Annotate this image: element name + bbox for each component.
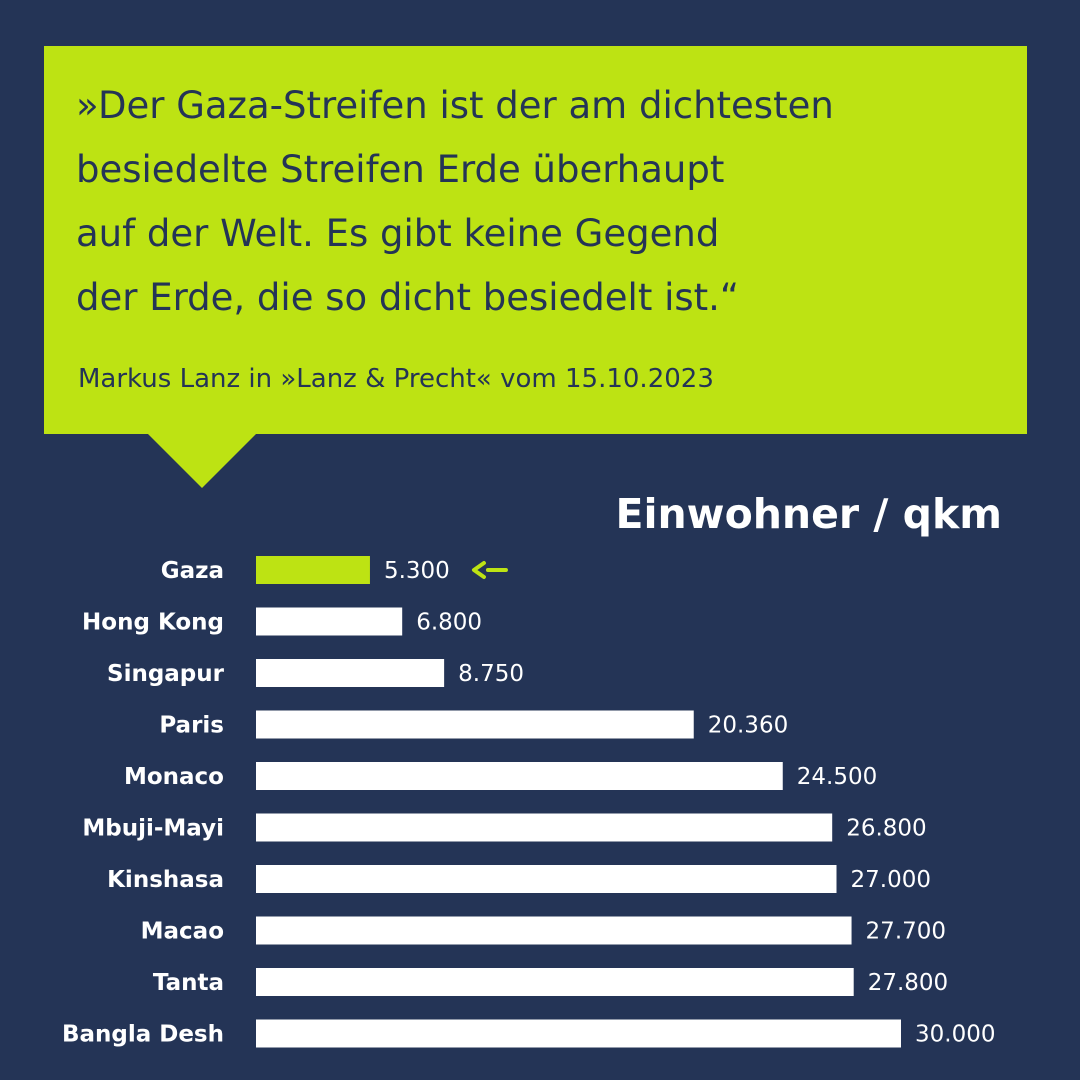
bar-singapur xyxy=(256,659,445,687)
category-label-hong-kong: Hong Kong xyxy=(82,610,224,636)
highlight-arrow-icon xyxy=(471,561,508,579)
value-label-macao: 27.700 xyxy=(866,919,946,945)
category-label-singapur: Singapur xyxy=(107,661,225,687)
quote-source: Markus Lanz in »Lanz & Precht« vom 15.10… xyxy=(78,364,714,394)
bar-tanta xyxy=(256,968,854,996)
bar-hong-kong xyxy=(256,607,403,636)
bar-chart: Gaza 5.300 Hong Kong 6.800 Singapur 8.750 Pari… xyxy=(62,556,995,1048)
value-label-gaza: 5.300 xyxy=(384,558,450,584)
category-label-paris: Paris xyxy=(159,713,224,739)
category-label-macao: Macao xyxy=(141,919,224,945)
value-label-paris: 20.360 xyxy=(708,713,788,739)
bar-mbuji-mayi xyxy=(256,813,833,842)
bar-macao xyxy=(256,916,852,945)
bar-monaco xyxy=(256,762,783,790)
bar-bangla-desh xyxy=(256,1019,901,1048)
quote-box: »Der Gaza-Streifen ist der am dichtesten… xyxy=(44,46,1027,434)
value-label-hong-kong: 6.800 xyxy=(416,610,482,636)
quote-text: »Der Gaza-Streifen ist der am dichtesten… xyxy=(76,84,834,319)
value-label-singapur: 8.750 xyxy=(458,661,524,687)
chart-title: Einwohner / qkm xyxy=(615,490,1002,538)
bar-gaza xyxy=(256,556,370,584)
category-label-kinshasa: Kinshasa xyxy=(107,867,224,893)
bar-kinshasa xyxy=(256,865,837,893)
category-label-gaza: Gaza xyxy=(161,558,224,584)
category-label-tanta: Tanta xyxy=(153,970,224,996)
value-label-bangla-desh: 30.000 xyxy=(915,1022,995,1048)
category-label-bangla-desh: Bangla Desh xyxy=(62,1022,224,1048)
bar-paris xyxy=(256,710,694,739)
category-label-mbuji-mayi: Mbuji-Mayi xyxy=(82,816,224,842)
value-label-mbuji-mayi: 26.800 xyxy=(846,816,926,842)
value-label-tanta: 27.800 xyxy=(868,970,948,996)
category-label-monaco: Monaco xyxy=(124,764,224,790)
value-label-kinshasa: 27.000 xyxy=(851,867,931,893)
value-label-monaco: 24.500 xyxy=(797,764,877,790)
quote-pointer xyxy=(147,433,257,488)
